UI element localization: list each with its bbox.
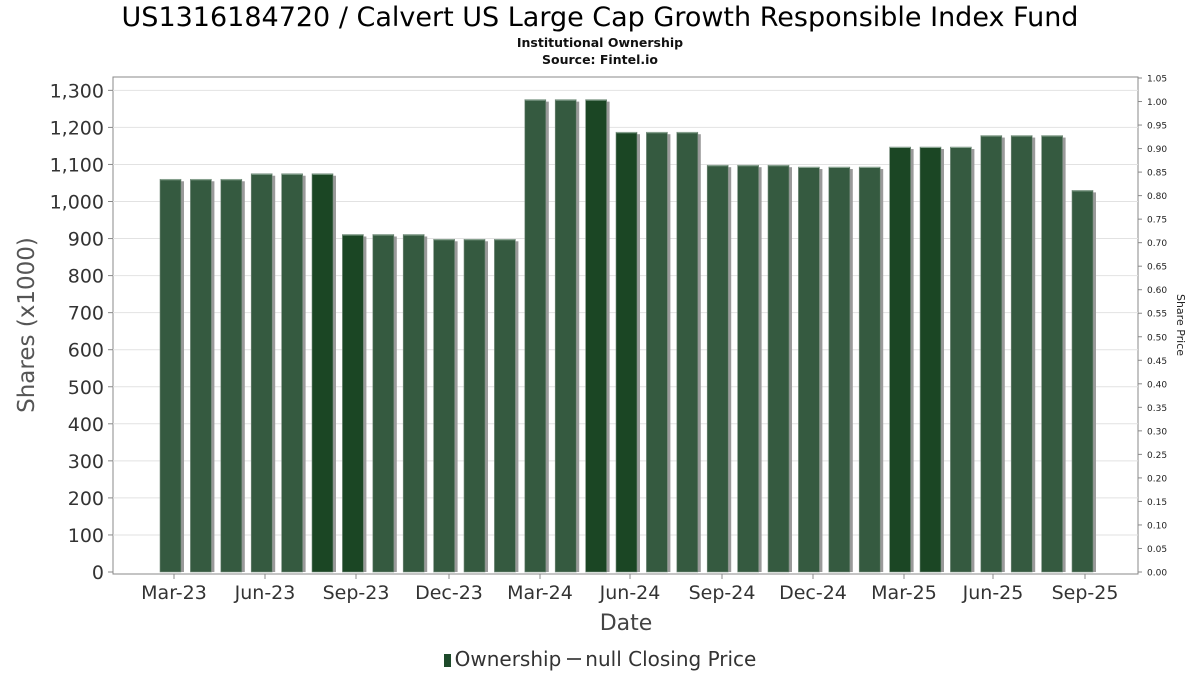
y-tick-label: 300 — [68, 451, 104, 473]
ownership-bar — [159, 178, 182, 573]
x-tick-label: Mar-23 — [141, 582, 207, 604]
ownership-bar — [950, 146, 972, 573]
y-tick-label: 1,100 — [50, 154, 104, 176]
ownership-bar — [1041, 135, 1063, 573]
y2-tick-label: 1.05 — [1147, 75, 1167, 85]
y2-tick-label: 0.60 — [1147, 286, 1167, 296]
x-tick-label: Jun-23 — [234, 582, 296, 604]
x-tick-label: Jun-24 — [599, 582, 661, 604]
ownership-bar — [1071, 190, 1094, 573]
ownership-bar — [767, 164, 790, 573]
ownership-legend-swatch — [443, 654, 451, 667]
y2-tick-label: 0.25 — [1147, 451, 1167, 461]
y2-tick-label: 0.35 — [1147, 404, 1167, 414]
ownership-bar — [706, 164, 729, 573]
x-tick-label: Mar-24 — [507, 582, 573, 604]
y-tick-label: 0 — [92, 562, 104, 584]
y2-tick-label: 0.50 — [1147, 333, 1167, 343]
ownership-bar — [646, 131, 668, 573]
ownership-bar — [919, 146, 942, 573]
ownership-bar — [554, 99, 577, 573]
y-tick-label: 500 — [68, 377, 104, 399]
x-tick-label: Dec-24 — [779, 582, 847, 604]
ownership-bar — [676, 131, 699, 573]
legend: Ownership null Closing Price — [0, 647, 1200, 671]
ownership-bar — [281, 173, 303, 573]
ownership-bar — [372, 234, 395, 573]
y-tick-label: 700 — [68, 303, 104, 325]
price-legend-line — [567, 658, 582, 660]
y2-tick-label: 0.90 — [1147, 145, 1167, 155]
y2-tick-label: 0.20 — [1147, 474, 1167, 484]
x-tick-label: Sep-25 — [1052, 582, 1119, 604]
ownership-bar — [494, 238, 516, 573]
y-tick-label: 800 — [68, 266, 104, 288]
bars — [159, 99, 1096, 573]
ownership-bar — [1010, 135, 1033, 573]
x-axis-label: Date — [600, 611, 653, 636]
y-axis-label: Shares (x1000) — [14, 237, 40, 413]
y2-tick-label: 0.10 — [1147, 521, 1167, 531]
y2-tick-label: 0.95 — [1147, 122, 1167, 132]
ownership-bar — [190, 178, 212, 573]
y2-tick-label: 0.75 — [1147, 216, 1167, 226]
legend-price: null Closing Price — [585, 647, 757, 671]
y-tick-label: 100 — [68, 525, 104, 547]
legend-ownership: Ownership — [454, 647, 562, 671]
ownership-bar — [828, 166, 851, 573]
x-tick-label: Sep-23 — [323, 582, 390, 604]
y2-tick-label: 0.55 — [1147, 310, 1167, 320]
ownership-bar — [463, 238, 486, 573]
ownership-bar — [524, 99, 547, 573]
x-tick-label: Jun-25 — [962, 582, 1024, 604]
chart-title: US1316184720 / Calvert US Large Cap Grow… — [121, 2, 1079, 33]
x-tick-label: Sep-24 — [689, 582, 756, 604]
y-tick-label: 900 — [68, 229, 104, 251]
ownership-bar — [980, 135, 1003, 573]
ownership-bar — [311, 173, 334, 573]
y2-tick-label: 0.85 — [1147, 169, 1167, 179]
ownership-bar — [889, 146, 911, 573]
x-tick-label: Dec-23 — [415, 582, 483, 604]
y-tick-label: 1,300 — [50, 80, 104, 102]
chart-source: Source: Fintel.io — [542, 52, 658, 67]
y2-axis-label: Share Price — [1174, 294, 1187, 356]
x-tick-label: Mar-25 — [871, 582, 937, 604]
ownership-bar — [615, 131, 638, 573]
y2-tick-label: 1.00 — [1147, 98, 1167, 108]
ownership-bar — [858, 166, 881, 573]
ownership-bar — [342, 234, 364, 573]
y2-tick-label: 0.05 — [1147, 545, 1167, 555]
ownership-bar — [433, 238, 455, 573]
y2-tick-label: 0.15 — [1147, 498, 1167, 508]
y2-axis-ticks: 0.00 0.05 0.10 0.15 0.20 0.25 0.30 0.35 0.40 0.45… — [1138, 75, 1167, 579]
y-tick-label: 1,200 — [50, 117, 104, 139]
y-axis-ticks: 0 100 200 300 400 500 600 700 800 900 1,000 1,100 1,… — [50, 80, 113, 584]
y2-tick-label: 0.40 — [1147, 380, 1167, 390]
ownership-bar — [798, 166, 820, 573]
y2-tick-label: 0.70 — [1147, 239, 1167, 249]
ownership-bar — [250, 173, 273, 573]
y2-tick-label: 0.65 — [1147, 263, 1167, 273]
ownership-bar — [585, 99, 607, 573]
x-axis-ticks: Mar-23 Jun-23 Sep-23 Dec-23 Mar-24 Jun-24 Sep-… — [141, 574, 1118, 604]
y-tick-label: 1,000 — [50, 192, 104, 214]
y2-tick-label: 0.45 — [1147, 357, 1167, 367]
y-tick-label: 600 — [68, 340, 104, 362]
ownership-bar — [402, 234, 425, 573]
y2-tick-label: 0.30 — [1147, 427, 1167, 437]
y-tick-label: 400 — [68, 414, 104, 436]
y2-tick-label: 0.00 — [1147, 569, 1167, 579]
ownership-bar — [220, 178, 243, 573]
y2-tick-label: 0.80 — [1147, 192, 1167, 202]
chart-subtitle: Institutional Ownership — [516, 35, 684, 50]
y-tick-label: 200 — [68, 488, 104, 510]
ownership-bar — [737, 164, 759, 573]
